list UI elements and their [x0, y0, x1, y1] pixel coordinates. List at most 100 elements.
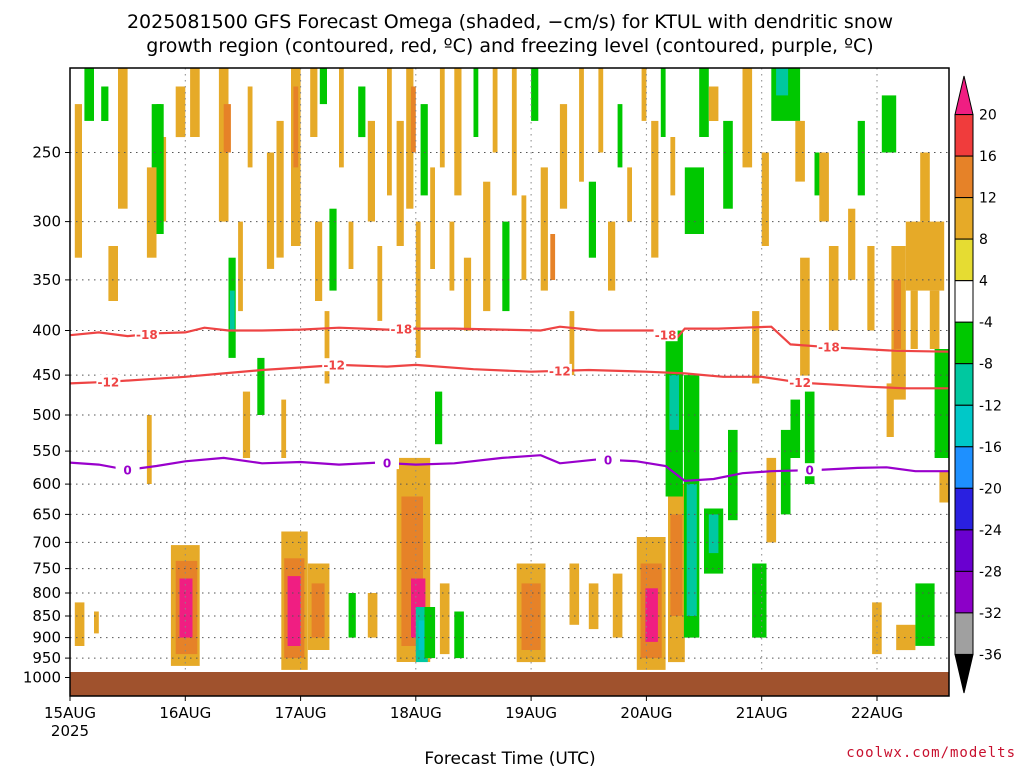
contour-label: 0 — [123, 463, 131, 477]
contour-line — [69, 363, 949, 390]
omega-shade-cell — [531, 68, 539, 121]
y-tick-label: 650 — [32, 505, 61, 523]
omega-shade-cell — [670, 137, 676, 196]
omega-shade-cell — [406, 68, 414, 209]
omega-shade-cell — [377, 246, 383, 321]
y-tick-label: 700 — [32, 533, 61, 551]
y-tick-label: 350 — [32, 271, 61, 289]
contour-label: -18 — [655, 329, 677, 343]
colorbar-label: -4 — [979, 315, 993, 331]
y-tick-label: 550 — [32, 442, 61, 460]
omega-shade-cell — [84, 68, 94, 121]
omega-shade-cell — [439, 68, 445, 168]
x-tick-label: 20AUG — [620, 704, 672, 722]
omega-shade-cell — [761, 152, 769, 246]
y-tick-label: 850 — [32, 607, 61, 625]
colorbar-swatch — [954, 238, 974, 282]
omega-shade-cell — [790, 399, 801, 458]
omega-shade-cell — [752, 311, 760, 384]
omega-shade-cell — [848, 208, 856, 280]
omega-shade-cell — [896, 624, 916, 651]
contour-label: 0 — [806, 464, 814, 478]
omega-shade-cell — [238, 221, 243, 312]
colorbar: 20 16 12 8 4 -4 -8 -12 -16 -20 -24 -28 -32 -36 — [954, 75, 1002, 694]
omega-shade-cell — [669, 375, 679, 430]
x-tick-label: 15AUG — [44, 704, 96, 722]
omega-shade-cell — [612, 573, 623, 638]
omega-shade-cell — [287, 576, 301, 646]
omega-shade-cell — [74, 602, 85, 646]
omega-shade-cell — [223, 104, 231, 153]
x-tick-label: 22AUG — [851, 704, 903, 722]
omega-shade-cell — [502, 221, 510, 312]
omega-shade-cell — [418, 620, 426, 650]
omega-shade-cell — [569, 311, 575, 376]
colorbar-swatch — [954, 612, 974, 655]
colorbar-label: -36 — [979, 647, 1002, 663]
omega-shade-cell — [324, 311, 330, 384]
omega-shade-cell — [559, 104, 568, 209]
omega-shade-cell — [598, 68, 604, 153]
omega-shade-cell — [617, 104, 623, 168]
contour-label-bg — [653, 328, 678, 342]
omega-shade-cell — [348, 221, 354, 269]
omega-shade-cell — [492, 68, 498, 153]
omega-shade-cell — [281, 399, 287, 458]
omega-shade-cell — [108, 246, 118, 301]
omega-shade-cell — [608, 221, 616, 291]
x-tick-label: 16AUG — [159, 704, 211, 722]
omega-shade-cell — [867, 246, 875, 331]
contour-label: -12 — [98, 375, 120, 389]
contour-label-bg — [322, 358, 347, 372]
omega-shade-cell — [439, 583, 450, 655]
y-tick-label: 500 — [32, 406, 61, 424]
omega-shade-cell — [229, 290, 235, 331]
contour-label-bg — [96, 374, 121, 388]
contour-label-bg — [134, 327, 159, 341]
colorbar-label: -12 — [979, 398, 1002, 414]
colorbar-label: 16 — [979, 149, 997, 165]
omega-shade-cell — [454, 68, 462, 196]
omega-shade-cell — [454, 611, 464, 659]
ground-surface — [70, 672, 949, 696]
y-tick-label: 900 — [32, 629, 61, 647]
omega-shade-cell — [723, 120, 733, 209]
omega-shade-cell — [483, 181, 491, 312]
y-tick-label: 450 — [32, 366, 61, 384]
omega-shade-cell — [339, 68, 344, 168]
omega-shade-cell — [435, 391, 443, 445]
omega-shading — [74, 68, 949, 670]
colorbar-label: 4 — [979, 274, 988, 290]
contour-label-bg — [788, 375, 813, 389]
omega-shade-cell — [588, 181, 596, 258]
omega-shade-cell — [857, 120, 865, 196]
colorbar-label: 8 — [979, 232, 988, 248]
omega-shade-cell — [872, 602, 882, 655]
omega-shade-cell — [358, 86, 366, 138]
colorbar-swatch — [954, 114, 974, 157]
omega-shade-cell — [920, 152, 930, 222]
omega-shade-cell — [588, 583, 599, 630]
omega-shade-cell — [521, 583, 541, 650]
omega-shade-cell — [800, 257, 810, 384]
omega-shade-cell — [348, 593, 356, 638]
omega-shade-cell — [766, 457, 777, 543]
omega-shade-cell — [686, 484, 697, 616]
y-tick-label: 250 — [32, 144, 61, 162]
y-tick-label: 300 — [32, 213, 61, 231]
omega-shade-cell — [367, 593, 378, 638]
contour-label-bg — [389, 322, 414, 336]
colorbar-swatch — [954, 155, 974, 199]
omega-shade-cell — [101, 86, 109, 121]
y-axis-ticks: 250 300 350 400 450 500 550 600 650 700 750 800 850 9… — [23, 144, 70, 687]
omega-shade-cell — [396, 120, 404, 246]
omega-shade-cell — [161, 137, 167, 222]
omega-shade-cell — [367, 120, 375, 222]
colorbar-label: -8 — [979, 357, 993, 373]
omega-shade-cell — [708, 514, 719, 554]
omega-shade-cell — [146, 415, 152, 484]
omega-shade-cell — [276, 120, 284, 258]
omega-shade-cell — [893, 279, 901, 349]
contour-label: -12 — [549, 364, 571, 378]
